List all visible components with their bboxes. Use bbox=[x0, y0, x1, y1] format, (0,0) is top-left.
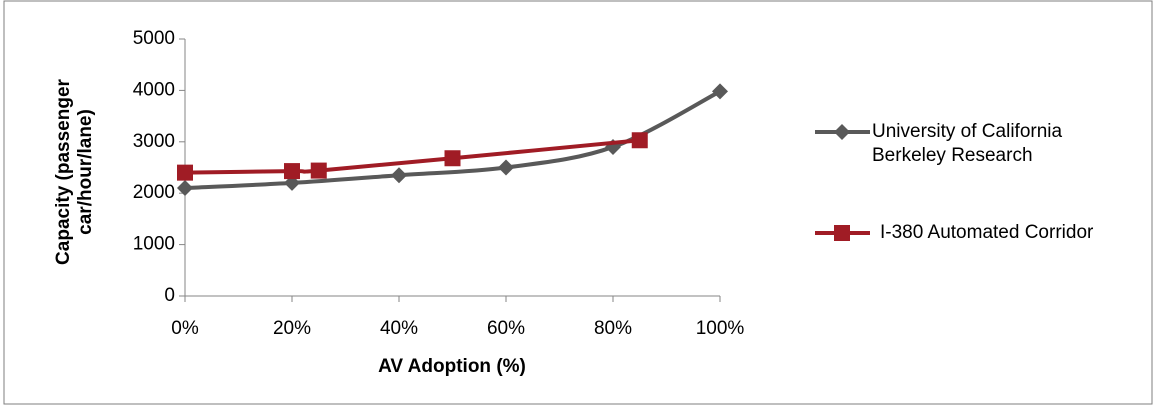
data-point bbox=[177, 180, 193, 197]
y-tick-label: 1000 bbox=[133, 234, 175, 255]
legend-marker bbox=[834, 124, 850, 140]
data-point bbox=[310, 162, 327, 179]
data-point bbox=[284, 163, 300, 180]
y-tick-label: 2000 bbox=[133, 182, 175, 203]
x-tick-label: 60% bbox=[487, 318, 525, 339]
x-tick-label: 40% bbox=[380, 318, 418, 339]
chart-border bbox=[3, 0, 1153, 405]
legend-label: I-380 Automated Corridor bbox=[880, 222, 1094, 243]
legend-marker bbox=[834, 225, 850, 241]
data-point bbox=[712, 83, 728, 100]
data-point bbox=[631, 132, 648, 149]
data-point bbox=[391, 167, 407, 184]
x-tick-label: 100% bbox=[696, 318, 745, 339]
y-tick-label: 5000 bbox=[133, 28, 175, 49]
x-axis-label: AV Adoption (%) bbox=[378, 356, 526, 377]
data-point bbox=[444, 150, 461, 167]
data-point bbox=[177, 164, 193, 181]
y-tick-label: 3000 bbox=[133, 131, 175, 152]
data-point bbox=[498, 159, 514, 176]
legend-label: University of California Berkeley Resear… bbox=[872, 121, 1063, 166]
x-tick-label: 20% bbox=[273, 318, 311, 339]
y-axis-label: Capacity (passenger car/hour/lane) bbox=[53, 79, 96, 265]
y-tick-label: 0 bbox=[164, 285, 175, 306]
y-tick-label: 4000 bbox=[133, 79, 175, 100]
series-line bbox=[184, 138, 640, 175]
x-tick-label: 80% bbox=[594, 318, 632, 339]
x-tick-label: 0% bbox=[171, 318, 199, 339]
